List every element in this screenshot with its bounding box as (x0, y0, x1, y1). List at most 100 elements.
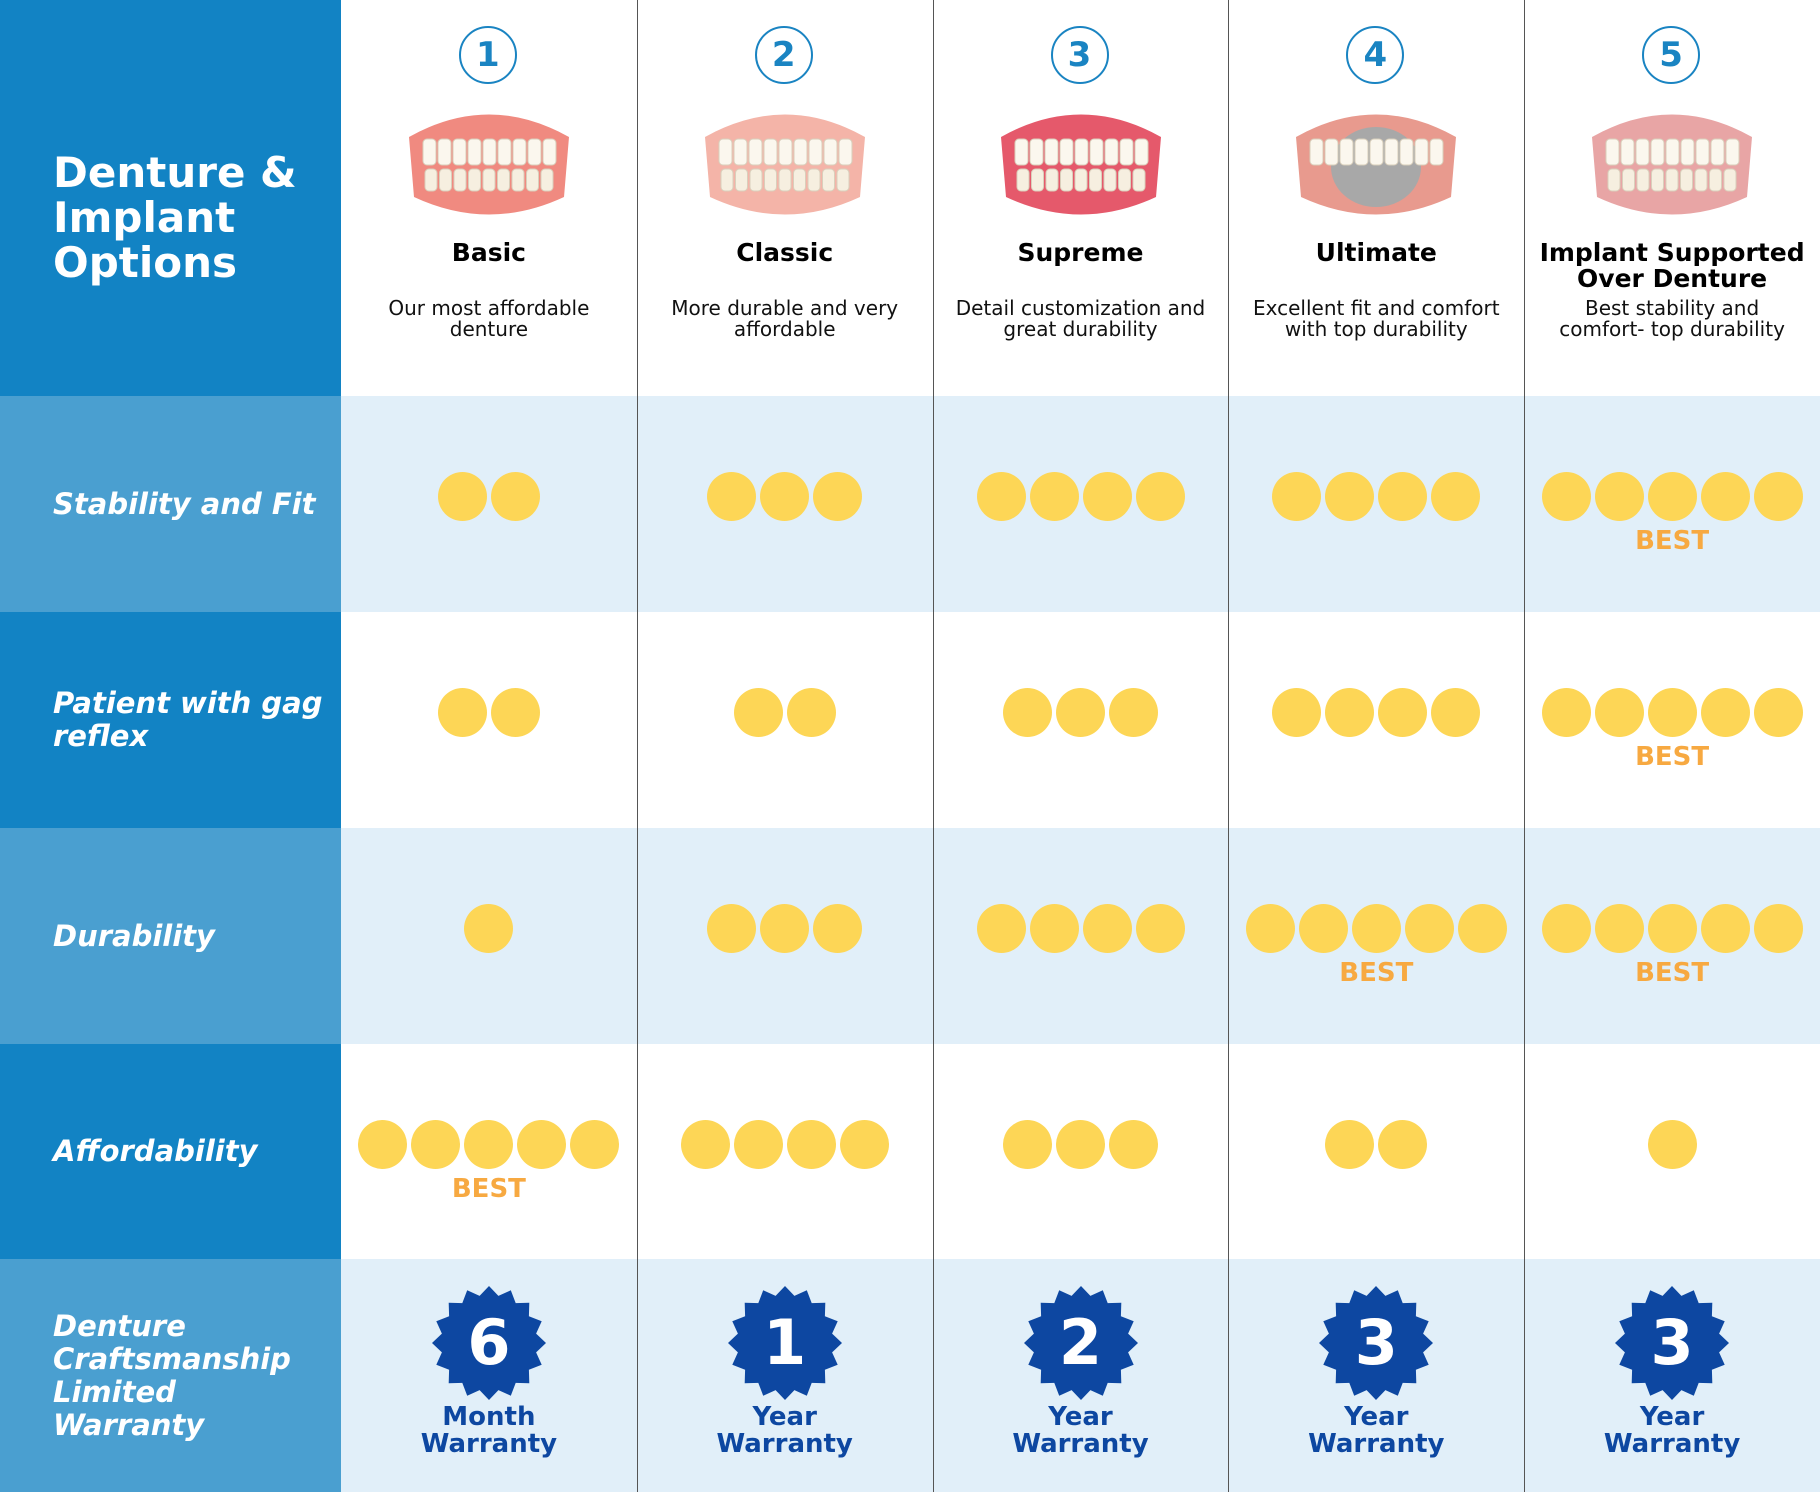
tooth (807, 168, 821, 192)
tooth (1088, 168, 1102, 192)
rating-dot (1272, 472, 1322, 521)
tooth (1605, 138, 1620, 166)
seal-star (727, 1286, 842, 1400)
rating-dot (1647, 472, 1697, 521)
tooth (1354, 138, 1369, 166)
option-number: 5 (1642, 26, 1701, 84)
warranty-unit: Year (752, 1402, 817, 1432)
option-description: More durable and very affordable (671, 296, 899, 341)
rating-dot (1272, 688, 1322, 737)
side-cell (0, 396, 341, 612)
option-description: Excellent fit and comfort with top durab… (1253, 296, 1500, 341)
denture-image (1296, 114, 1457, 215)
rating-dots (705, 904, 864, 953)
rating-dot (1378, 472, 1428, 521)
rating-dot (490, 472, 540, 521)
rating-dots (705, 472, 864, 521)
rating-dot (411, 1120, 461, 1169)
rating-dot (1594, 688, 1644, 737)
warranty-seal (431, 1286, 546, 1400)
tooth (1104, 138, 1118, 166)
rating-dot (1298, 904, 1348, 953)
tooth (763, 138, 778, 166)
tooth (1399, 138, 1414, 166)
rating-dot (707, 904, 757, 953)
tooth (452, 138, 467, 166)
rating-dot (1647, 1120, 1697, 1169)
rating-dot (1135, 472, 1185, 521)
warranty-number: 3 (1650, 1306, 1694, 1379)
tooth (453, 168, 467, 192)
tooth (1710, 138, 1725, 166)
tooth (1369, 138, 1384, 166)
rating-dots (1323, 1120, 1429, 1169)
tooth (1695, 138, 1710, 166)
rating-dot (1135, 904, 1185, 953)
warranty-number: 1 (763, 1306, 807, 1379)
rating-dot (464, 1120, 514, 1169)
rating-dot (1647, 688, 1697, 737)
warranty-label: Warranty (1012, 1429, 1149, 1459)
best-badge: BEST (1635, 742, 1710, 772)
rating-dot (1753, 904, 1803, 953)
tooth (1694, 168, 1708, 192)
tooth (1620, 138, 1635, 166)
side-cell (0, 0, 341, 396)
best-badge: BEST (1635, 958, 1710, 988)
tooth (1014, 138, 1028, 166)
tooth (1074, 168, 1087, 192)
side-cell (0, 612, 341, 828)
option-number: 1 (458, 26, 517, 84)
tooth (836, 168, 850, 192)
rating-dot (976, 472, 1026, 521)
rating-dot (813, 472, 863, 521)
rating-dot (976, 904, 1026, 953)
option-number: 2 (754, 26, 813, 84)
column-divider (1524, 0, 1526, 1492)
warranty-seal (1023, 1286, 1138, 1400)
warranty-label: Warranty (420, 1429, 558, 1459)
option-name: Implant Supported Over Denture (1539, 238, 1805, 293)
rating-dots (1540, 688, 1805, 737)
option-description: Our most affordable denture (388, 296, 590, 341)
best-badge: BEST (451, 1174, 526, 1204)
tooth (1103, 168, 1116, 192)
column-divider (1228, 0, 1230, 1492)
warranty-number: 3 (1354, 1306, 1398, 1379)
option-name: Basic (451, 238, 526, 267)
tooth (749, 168, 763, 192)
rating-dot (1753, 688, 1803, 737)
tooth (1665, 168, 1679, 192)
tooth (1665, 138, 1680, 166)
tooth (525, 168, 539, 192)
option-number: 4 (1346, 26, 1405, 84)
tooth (808, 138, 823, 166)
warranty-unit: Month (442, 1402, 536, 1432)
seal-star (1615, 1286, 1730, 1400)
rating-dot (1753, 472, 1803, 521)
rating-dot (437, 688, 487, 737)
tooth (1650, 138, 1665, 166)
tooth (733, 138, 748, 166)
tooth (718, 138, 733, 166)
rating-dot (490, 688, 540, 737)
denture-image (1592, 114, 1753, 215)
row-label: Denture Craftsmanship Limited Warranty (53, 1308, 291, 1442)
warranty-label: Warranty (1308, 1429, 1445, 1459)
tooth (1414, 138, 1429, 166)
rating-dot (786, 688, 836, 737)
warranty-label: Warranty (1603, 1429, 1741, 1459)
tooth (1384, 138, 1399, 166)
rating-dot (1003, 1120, 1052, 1169)
rating-dot (760, 472, 810, 521)
rating-dot (760, 904, 810, 953)
row-label: Patient with gag reflex (53, 686, 323, 753)
rating-dot (680, 1120, 730, 1169)
rating-dot (1109, 688, 1158, 737)
tooth (527, 138, 542, 166)
rating-dot (1003, 688, 1052, 737)
rating-dot (733, 688, 783, 737)
tooth (542, 138, 557, 166)
row-label: Stability and Fit (53, 486, 316, 521)
rating-dot (1431, 688, 1481, 737)
